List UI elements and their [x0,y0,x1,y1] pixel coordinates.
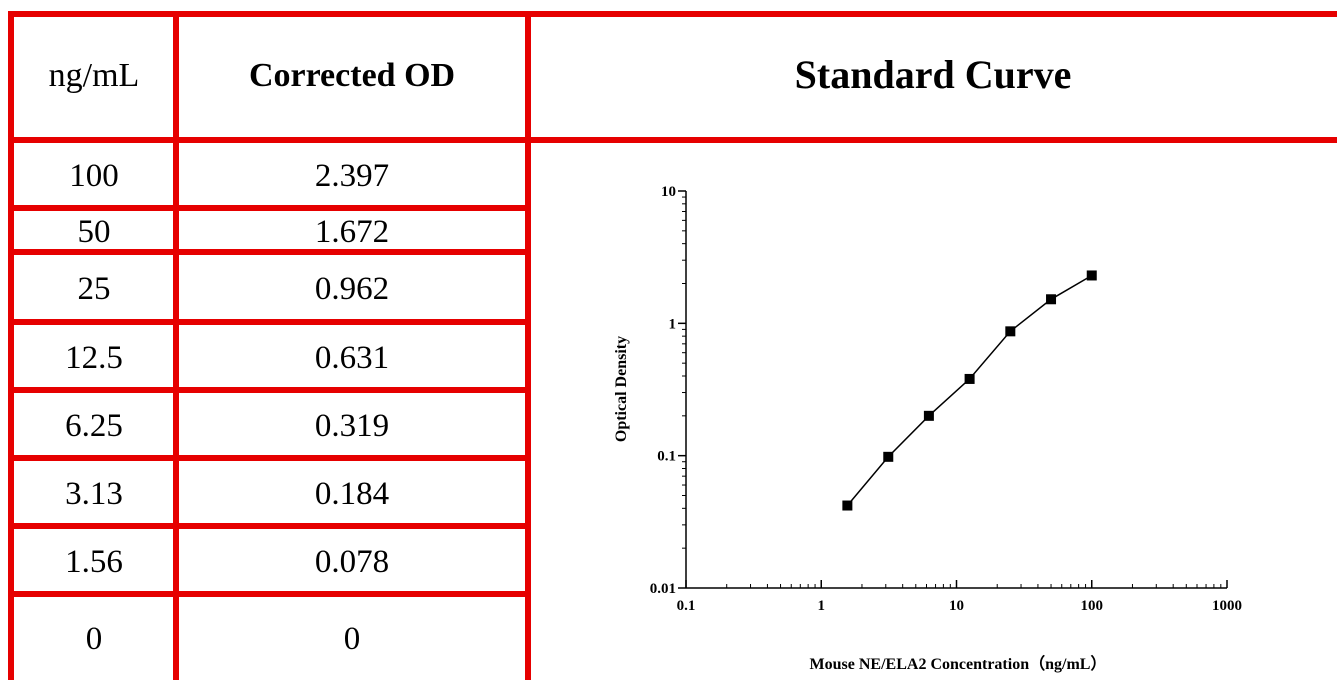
data-point-marker [1005,326,1016,337]
table-cell-concentration: 25 [78,271,111,307]
data-point-marker [964,373,975,384]
header-corrected-od: Corrected OD [249,57,455,94]
table-cell-concentration: 3.13 [65,476,123,512]
x-tick-label: 1000 [1212,598,1242,614]
table-cell-od: 0.319 [315,408,389,444]
table-cell-concentration: 100 [69,158,119,194]
data-point-marker [842,500,853,511]
y-tick-label: 10 [661,184,676,200]
y-tick-label: 1 [669,316,677,332]
table-cell-od: 0.962 [315,271,389,307]
chart-title: Standard Curve [795,52,1072,97]
table-cell-concentration: 1.56 [65,544,123,580]
y-tick-label: 0.01 [650,581,676,597]
x-tick-label: 0.1 [677,598,696,614]
data-point-marker [883,451,894,462]
table-cell-od: 2.397 [315,158,389,194]
data-point-marker [1086,270,1097,281]
table-cell-concentration: 12.5 [65,340,123,376]
table-cell-od: 1.672 [315,214,389,250]
series-line [846,274,1093,506]
table-cell-od: 0 [344,621,361,657]
header-concentration: ng/mL [49,57,140,94]
x-axis-label: Mouse NE/ELA2 Concentration（ng/mL） [810,655,1107,673]
table-cell-concentration: 0 [86,621,103,657]
x-tick-label: 10 [949,598,964,614]
data-point-marker [1046,294,1057,305]
data-table: ng/mL Corrected OD 100 2.397 50 1.672 25 0.96… [49,57,455,657]
table-grid-lines [8,11,1337,680]
x-tick-label: 1 [818,598,826,614]
table-cell-od: 0.184 [315,476,389,512]
y-tick-label: 0.1 [657,449,676,465]
y-axis-label: Optical Density [613,336,630,442]
table-cell-od: 0.631 [315,340,389,376]
data-point-marker [923,410,934,421]
table-cell-od: 0.078 [315,544,389,580]
table-cell-concentration: 50 [78,214,111,250]
x-tick-label: 100 [1081,598,1104,614]
table-cell-concentration: 6.25 [65,408,123,444]
